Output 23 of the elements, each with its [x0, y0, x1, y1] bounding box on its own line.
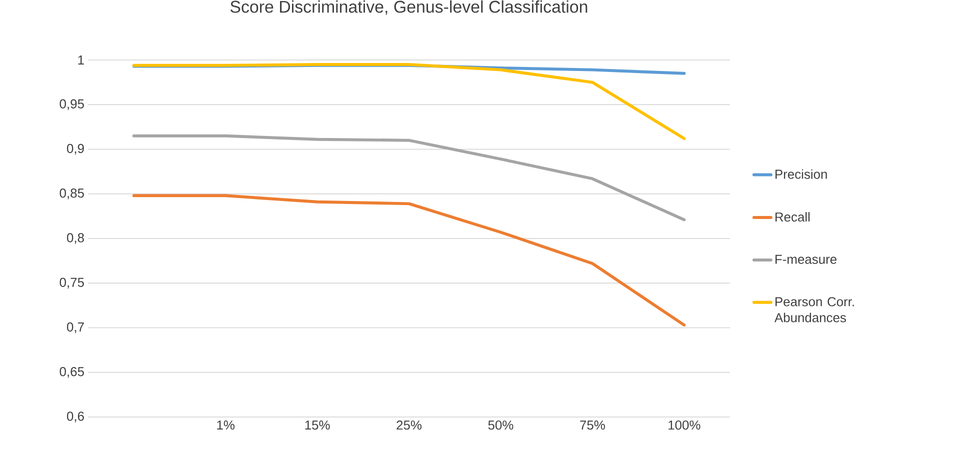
x-tick-label: 15% [305, 420, 330, 430]
y-tick-label: 0,65 [60, 367, 84, 378]
x-tick-label: 25% [396, 420, 422, 430]
legend-label: Pearson Corr. Abundances [774, 297, 854, 322]
x-tick-label: 100% [668, 420, 700, 430]
y-tick-label: 0,7 [66, 322, 84, 334]
line-series [132, 62, 686, 140]
legend-label: Precision [776, 169, 827, 179]
y-tick-label: 0,75 [60, 278, 84, 288]
chart-title: Score Discriminative, Genus-level Classification [230, 0, 588, 15]
y-tick-label: 0,85 [60, 188, 84, 200]
line-series [132, 194, 686, 327]
x-tick-label: 75% [580, 420, 605, 430]
line-series [132, 134, 686, 222]
y-tick-label: 0,95 [60, 99, 84, 110]
legend-label: Recall [776, 212, 810, 222]
x-tick-label: 1% [217, 420, 234, 430]
y-tick-label: 0,9 [66, 144, 84, 155]
legend-label: F-measure [776, 254, 836, 264]
y-tick-label: 0,8 [66, 233, 84, 244]
y-tick-label: 1 [78, 56, 84, 64]
y-tick-label: 0,6 [66, 412, 84, 422]
x-tick-label: 50% [488, 420, 514, 430]
